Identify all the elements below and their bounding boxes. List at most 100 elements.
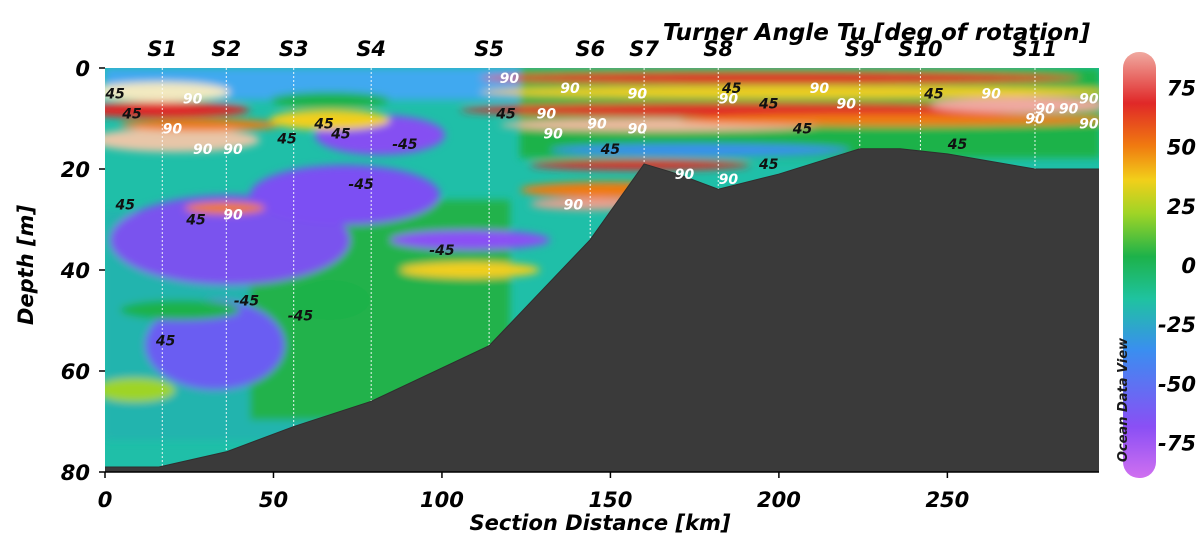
field-patch — [480, 86, 1099, 98]
contour-label: 90 — [675, 167, 695, 183]
contour-label: 90 — [587, 117, 607, 133]
station-label-s7: S7 — [629, 37, 659, 61]
contour-label: 90 — [1025, 112, 1045, 128]
contour-label: 90 — [719, 172, 739, 188]
chart-title: Turner Angle Tu [deg of rotation] — [663, 20, 1091, 46]
x-tick-label: 250 — [925, 488, 969, 512]
field-patch — [270, 110, 390, 130]
contour-label: 45 — [330, 127, 351, 143]
contour-label: 90 — [1079, 91, 1099, 107]
contour-label: 45 — [758, 96, 779, 112]
colorbar-ticks: 75 50 25 0 -25 -50 -75 — [1158, 77, 1196, 456]
contour-label: 45 — [155, 334, 176, 350]
y-tick-label: 60 — [61, 360, 90, 384]
station-label-s8: S8 — [703, 37, 733, 61]
field-patch — [480, 72, 1080, 84]
station-label-s2: S2 — [211, 37, 241, 61]
contour-label: 45 — [114, 197, 135, 213]
contour-label: 90 — [628, 86, 648, 102]
colorbar-tick-label: -50 — [1158, 372, 1196, 396]
contour-label: 90 — [1059, 101, 1079, 117]
colorbar-tick-label: 25 — [1167, 195, 1196, 219]
contour-label: 45 — [758, 157, 779, 173]
contour-label: 90 — [981, 86, 1001, 102]
field-patch — [680, 114, 1099, 126]
colorbar-tick-label: 0 — [1181, 254, 1196, 278]
contour-label: 90 — [543, 127, 563, 143]
contour-label: 45 — [313, 117, 334, 133]
field-patch — [105, 128, 260, 152]
contour-label: -45 — [234, 293, 260, 309]
contour-label: 90 — [837, 96, 857, 112]
contour-label: -45 — [429, 243, 455, 259]
contour-label: 45 — [600, 142, 621, 158]
contour-label: 45 — [721, 81, 742, 97]
y-axis-label: Depth [m] — [14, 205, 38, 325]
field-patch — [930, 97, 1099, 113]
field-patch — [290, 280, 370, 320]
contour-label: 90 — [560, 81, 580, 97]
field-patch — [120, 300, 240, 320]
contour-label: 45 — [947, 137, 968, 153]
contour-label: -45 — [288, 308, 314, 324]
y-tick-label: 20 — [61, 158, 90, 182]
colorbar-tick-label: -75 — [1158, 432, 1196, 456]
y-tick-label: 0 — [75, 57, 90, 81]
station-label-s6: S6 — [575, 37, 605, 61]
station-lines — [161, 68, 1036, 467]
x-tick-label: 200 — [757, 488, 801, 512]
field-patch — [185, 202, 265, 214]
contour-label: -45 — [348, 177, 374, 193]
contour-label: 90 — [500, 71, 520, 87]
x-tick-label: 100 — [420, 488, 464, 512]
x-axis-ticks: 0 50 100 150 200 250 — [98, 472, 969, 512]
x-tick-label: 150 — [589, 488, 633, 512]
station-label-s11: S11 — [1013, 37, 1057, 61]
field-patch — [460, 103, 1060, 117]
field-patch — [390, 230, 550, 250]
field-patch — [105, 82, 230, 102]
contour-label: 90 — [810, 81, 830, 97]
colorbar-watermark: Ocean Data View — [1116, 337, 1131, 462]
y-tick-label: 80 — [61, 461, 90, 485]
contour-label: 90 — [223, 142, 243, 158]
station-label-s3: S3 — [279, 37, 309, 61]
station-label-s10: S10 — [898, 37, 942, 61]
contour-label: 45 — [121, 106, 142, 122]
station-label-s4: S4 — [356, 37, 386, 61]
colorbar: 75 50 25 0 -25 -50 -75 Ocean Data View — [1116, 52, 1196, 478]
field-patch — [400, 262, 540, 278]
y-axis-ticks: 0 20 40 60 80 — [60, 57, 105, 485]
field-patch — [145, 300, 285, 390]
contour-label: 90 — [1079, 117, 1099, 133]
station-label-s1: S1 — [147, 37, 177, 61]
bathymetry-seafloor — [105, 148, 1099, 472]
field-patch — [105, 378, 175, 402]
station-label-s5: S5 — [474, 37, 504, 61]
y-tick-label: 40 — [60, 259, 90, 283]
colorbar-tick-label: 75 — [1167, 77, 1196, 101]
field-patch — [550, 144, 850, 156]
contour-label: 45 — [185, 213, 206, 229]
colorbar-tick-label: 50 — [1167, 136, 1196, 160]
contour-label: 90 — [223, 207, 243, 223]
station-label-s9: S9 — [845, 37, 875, 61]
contour-label: 45 — [276, 132, 297, 148]
colorbar-scale — [1123, 52, 1156, 478]
tu-field — [105, 68, 1099, 472]
contour-label: 90 — [183, 91, 203, 107]
contour-label: -45 — [392, 137, 418, 153]
contour-label: 90 — [628, 122, 648, 138]
field-patch — [120, 119, 280, 131]
contour-label: 45 — [495, 106, 516, 122]
x-tick-label: 0 — [98, 488, 113, 512]
x-tick-label: 50 — [259, 488, 288, 512]
contour-label: 90 — [564, 197, 584, 213]
colorbar-tick-label: -25 — [1158, 313, 1196, 337]
contour-label: 45 — [104, 86, 125, 102]
contour-label: 90 — [163, 122, 183, 138]
contour-label: 45 — [923, 86, 944, 102]
contour-label: 90 — [193, 142, 213, 158]
